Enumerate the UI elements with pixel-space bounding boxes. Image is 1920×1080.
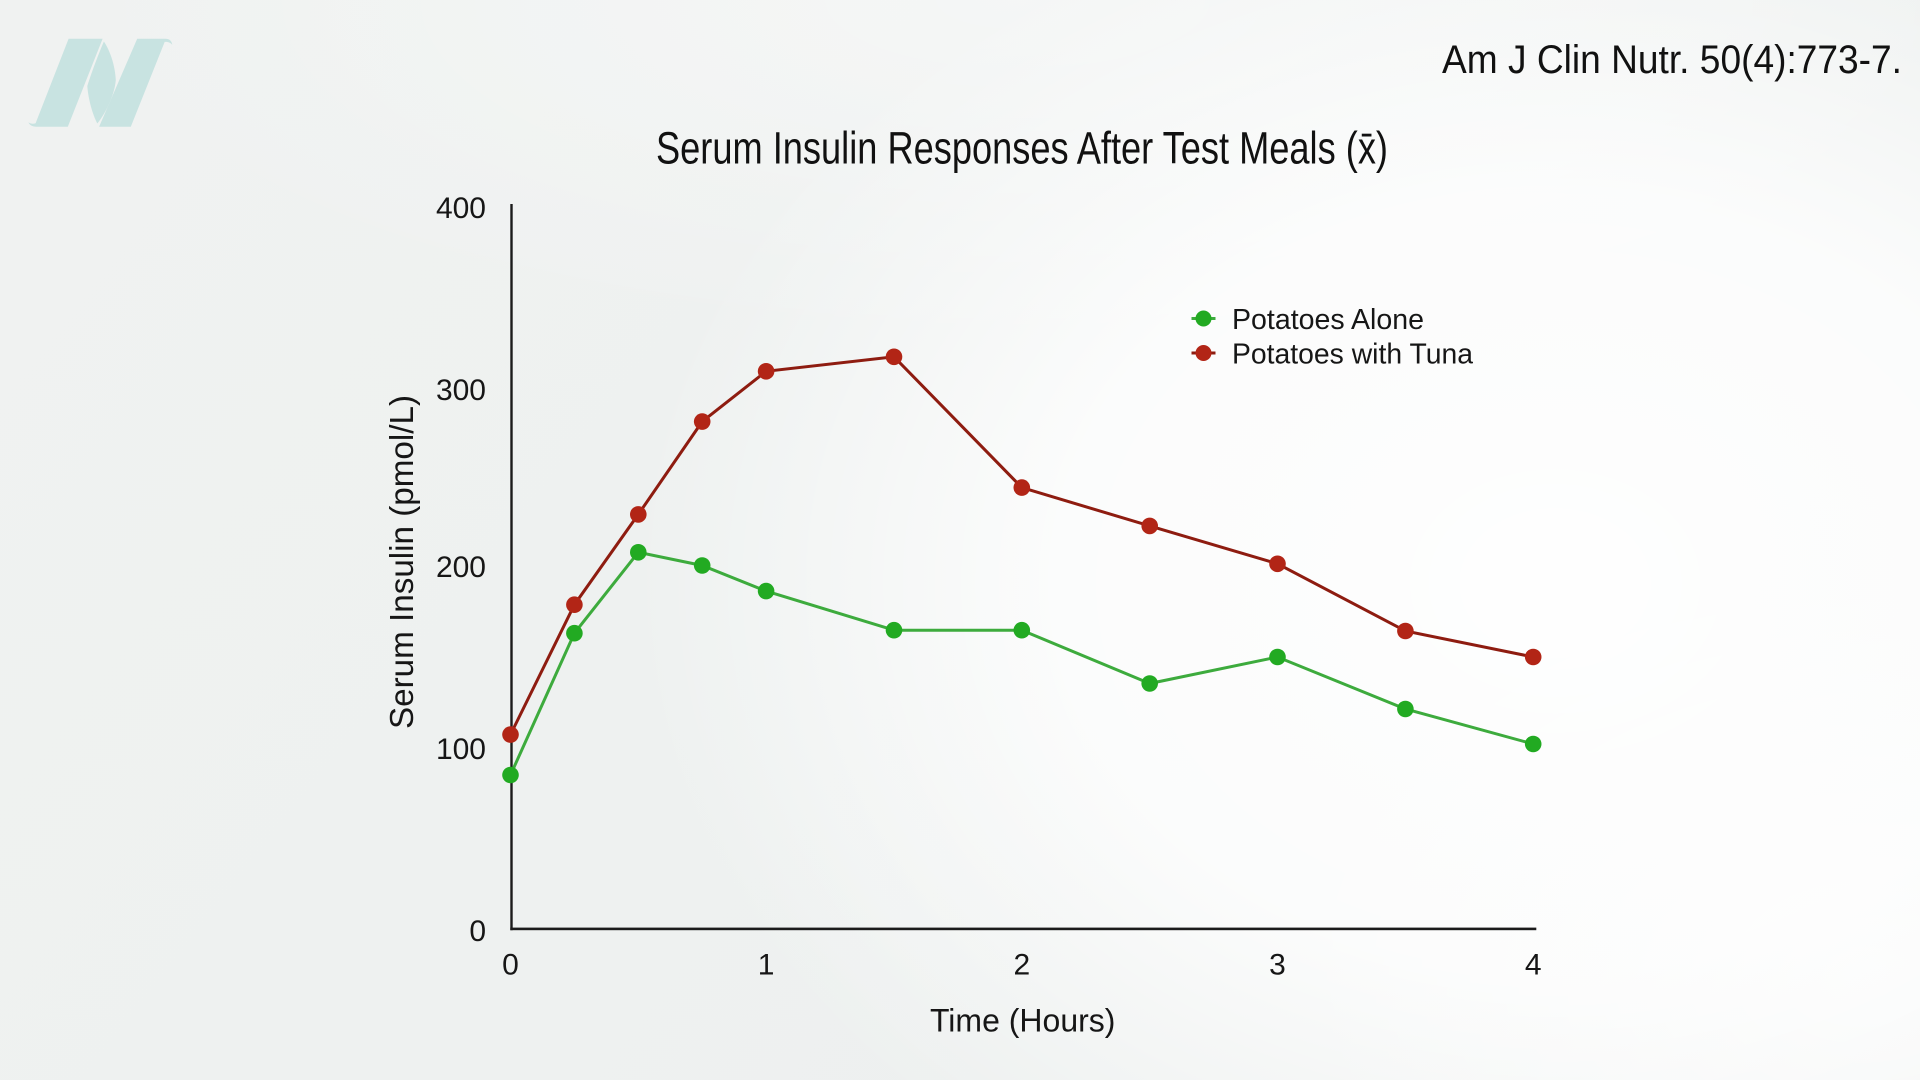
svg-text:300: 300 — [436, 374, 486, 407]
svg-text:Am J Clin Nutr. 50(4):773-7.: Am J Clin Nutr. 50(4):773-7. — [1442, 38, 1902, 82]
svg-text:100: 100 — [436, 733, 486, 766]
svg-text:400: 400 — [436, 192, 486, 225]
svg-text:200: 200 — [436, 551, 486, 584]
svg-text:Time (Hours): Time (Hours) — [930, 1003, 1116, 1039]
svg-text:1: 1 — [758, 949, 775, 982]
svg-text:2: 2 — [1013, 949, 1030, 982]
svg-text:3: 3 — [1269, 949, 1286, 982]
svg-text:0: 0 — [502, 949, 519, 982]
svg-text:0: 0 — [469, 915, 486, 948]
svg-text:Potatoes with Tuna: Potatoes with Tuna — [1232, 339, 1474, 371]
svg-text:Serum Insulin (pmol/L): Serum Insulin (pmol/L) — [383, 395, 420, 729]
svg-text:Serum Insulin Responses After: Serum Insulin Responses After Test Meals… — [656, 123, 1388, 174]
svg-text:Potatoes Alone: Potatoes Alone — [1232, 304, 1424, 336]
svg-text:4: 4 — [1525, 949, 1542, 982]
